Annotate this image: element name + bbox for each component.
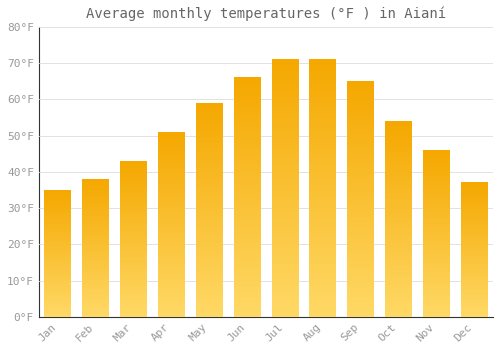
Title: Average monthly temperatures (°F ) in Aianí: Average monthly temperatures (°F ) in Ai…: [86, 7, 446, 21]
